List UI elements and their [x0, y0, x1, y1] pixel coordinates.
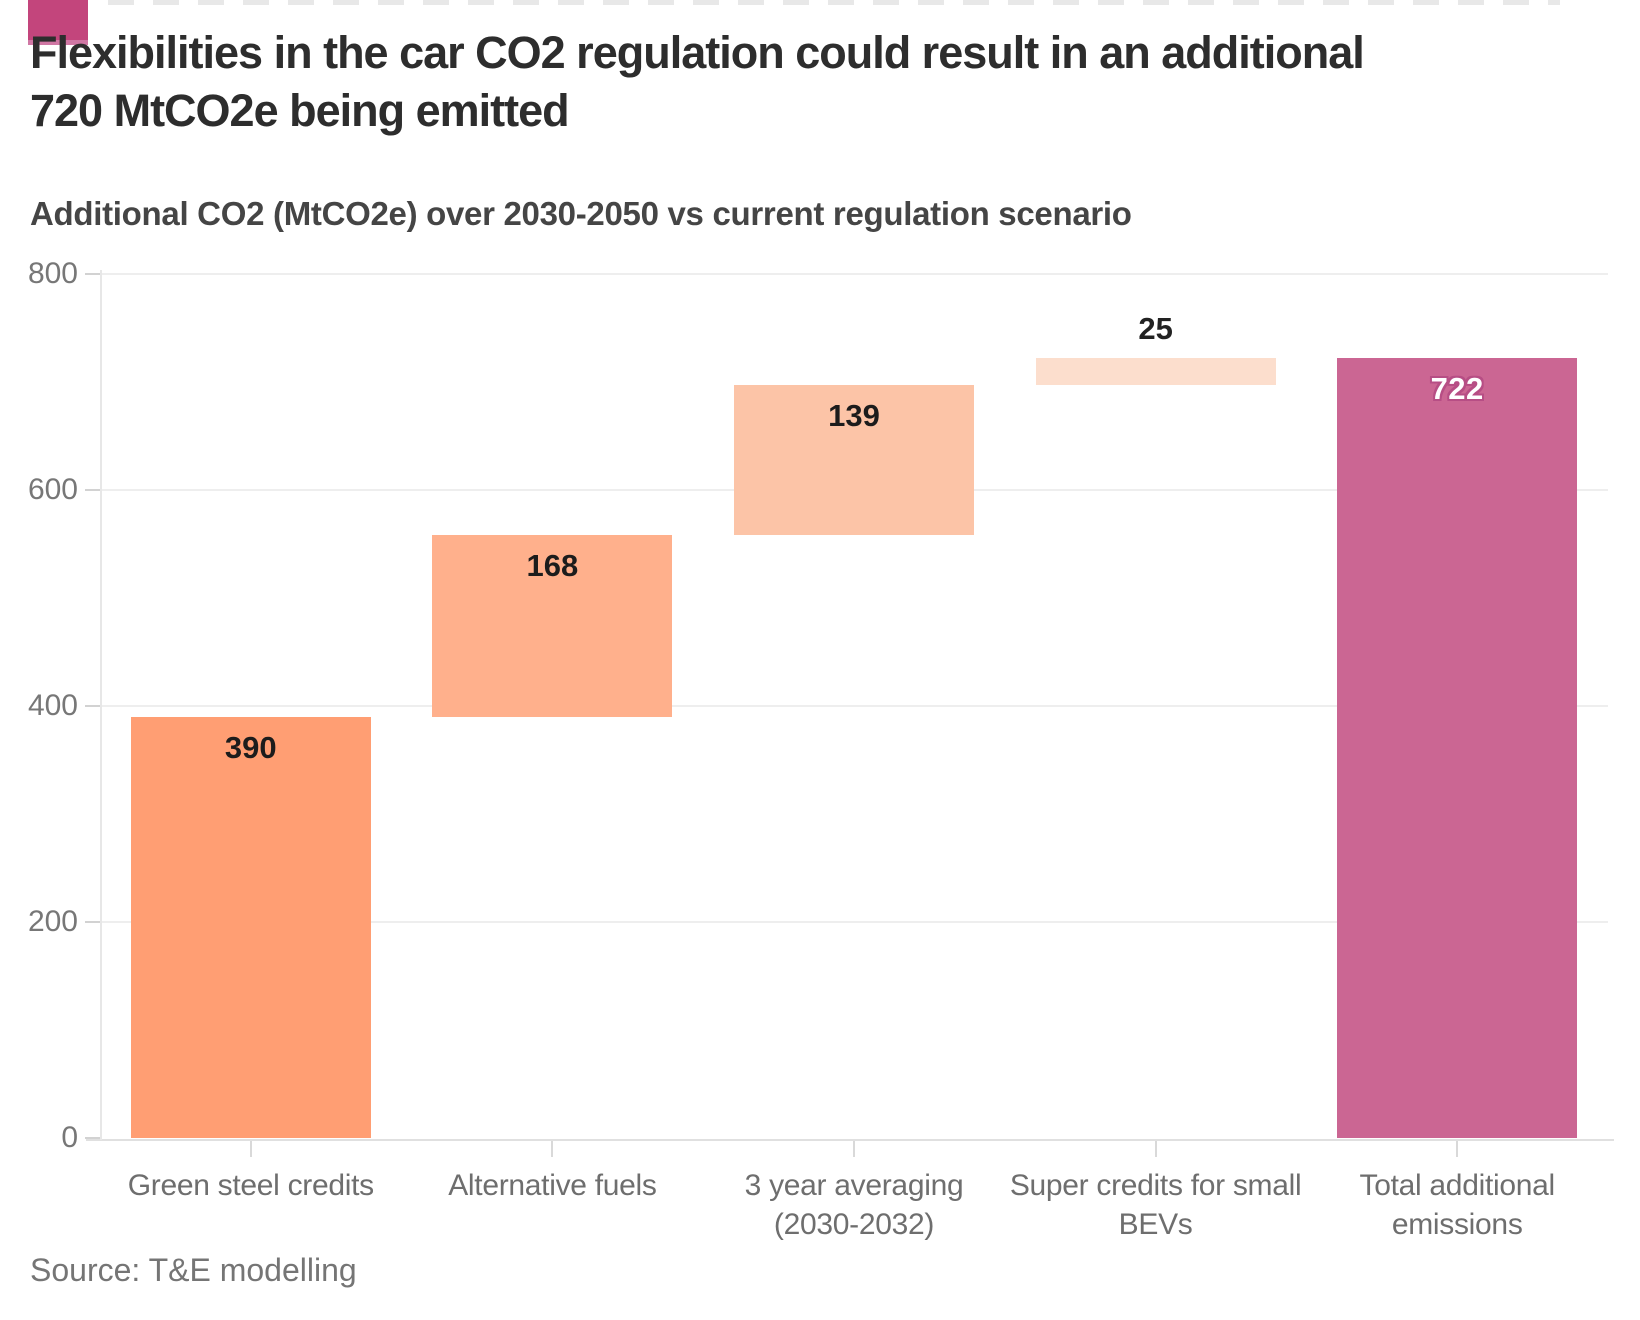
category-tick-mark	[1456, 1141, 1459, 1157]
bar-total-additional	[1337, 358, 1578, 1138]
gridline	[100, 273, 1608, 275]
bar-alternative-fuels	[432, 535, 673, 717]
page-title-line1: Flexibilities in the car CO2 regulation …	[30, 27, 1365, 78]
category-tick-mark	[249, 1141, 252, 1157]
category-label: Super credits for small BEVs	[1009, 1169, 1302, 1241]
y-axis-tick-label: 800	[27, 257, 78, 290]
y-axis-tick-mark	[85, 273, 100, 275]
bar-3-year-averaging	[734, 385, 974, 536]
y-axis-line	[100, 270, 102, 1140]
category-tick-mark	[551, 1141, 554, 1157]
bar-value-label: 722	[1430, 371, 1484, 407]
y-axis-tick-label: 400	[27, 689, 78, 722]
y-axis-tick-mark	[85, 489, 100, 491]
bar-value-label: 25	[1138, 311, 1173, 347]
y-axis-tick-mark	[85, 921, 100, 923]
bar-value-label: 168	[526, 548, 579, 584]
gridline	[100, 921, 1608, 923]
bar-value-label: 139	[828, 398, 880, 434]
category-label: 3 year averaging (2030-2032)	[744, 1169, 964, 1241]
gridline	[100, 705, 1608, 707]
y-axis-tick-label: 200	[27, 905, 78, 938]
page-title-line2: 720 MtCO2e being emitted	[30, 85, 570, 136]
page-title: Flexibilities in the car CO2 regulation …	[30, 24, 1610, 140]
category-tick-mark	[1154, 1141, 1157, 1157]
x-axis-line	[86, 1139, 1614, 1141]
clipped-text-artifact	[108, 0, 1560, 5]
bar-green-steel-credits	[130, 716, 371, 1138]
bar-super-credits-for-small	[1035, 358, 1276, 386]
bar-value-label: 390	[224, 729, 277, 765]
category-label: Total additional emissions	[1359, 1169, 1556, 1241]
y-axis-tick-label: 600	[27, 473, 78, 506]
brand-logo-square	[28, 0, 88, 45]
category-tick-mark	[853, 1141, 855, 1157]
y-axis-tick-mark	[85, 1137, 100, 1139]
y-axis-tick-mark	[85, 705, 100, 707]
chart-subtitle: Additional CO2 (MtCO2e) over 2030-2050 v…	[30, 195, 1132, 232]
source-note: Source: T&E modelling	[30, 1252, 357, 1288]
category-label: Alternative fuels	[448, 1169, 657, 1202]
category-label: Green steel credits	[127, 1169, 374, 1202]
y-axis-tick-label: 0	[61, 1121, 78, 1154]
